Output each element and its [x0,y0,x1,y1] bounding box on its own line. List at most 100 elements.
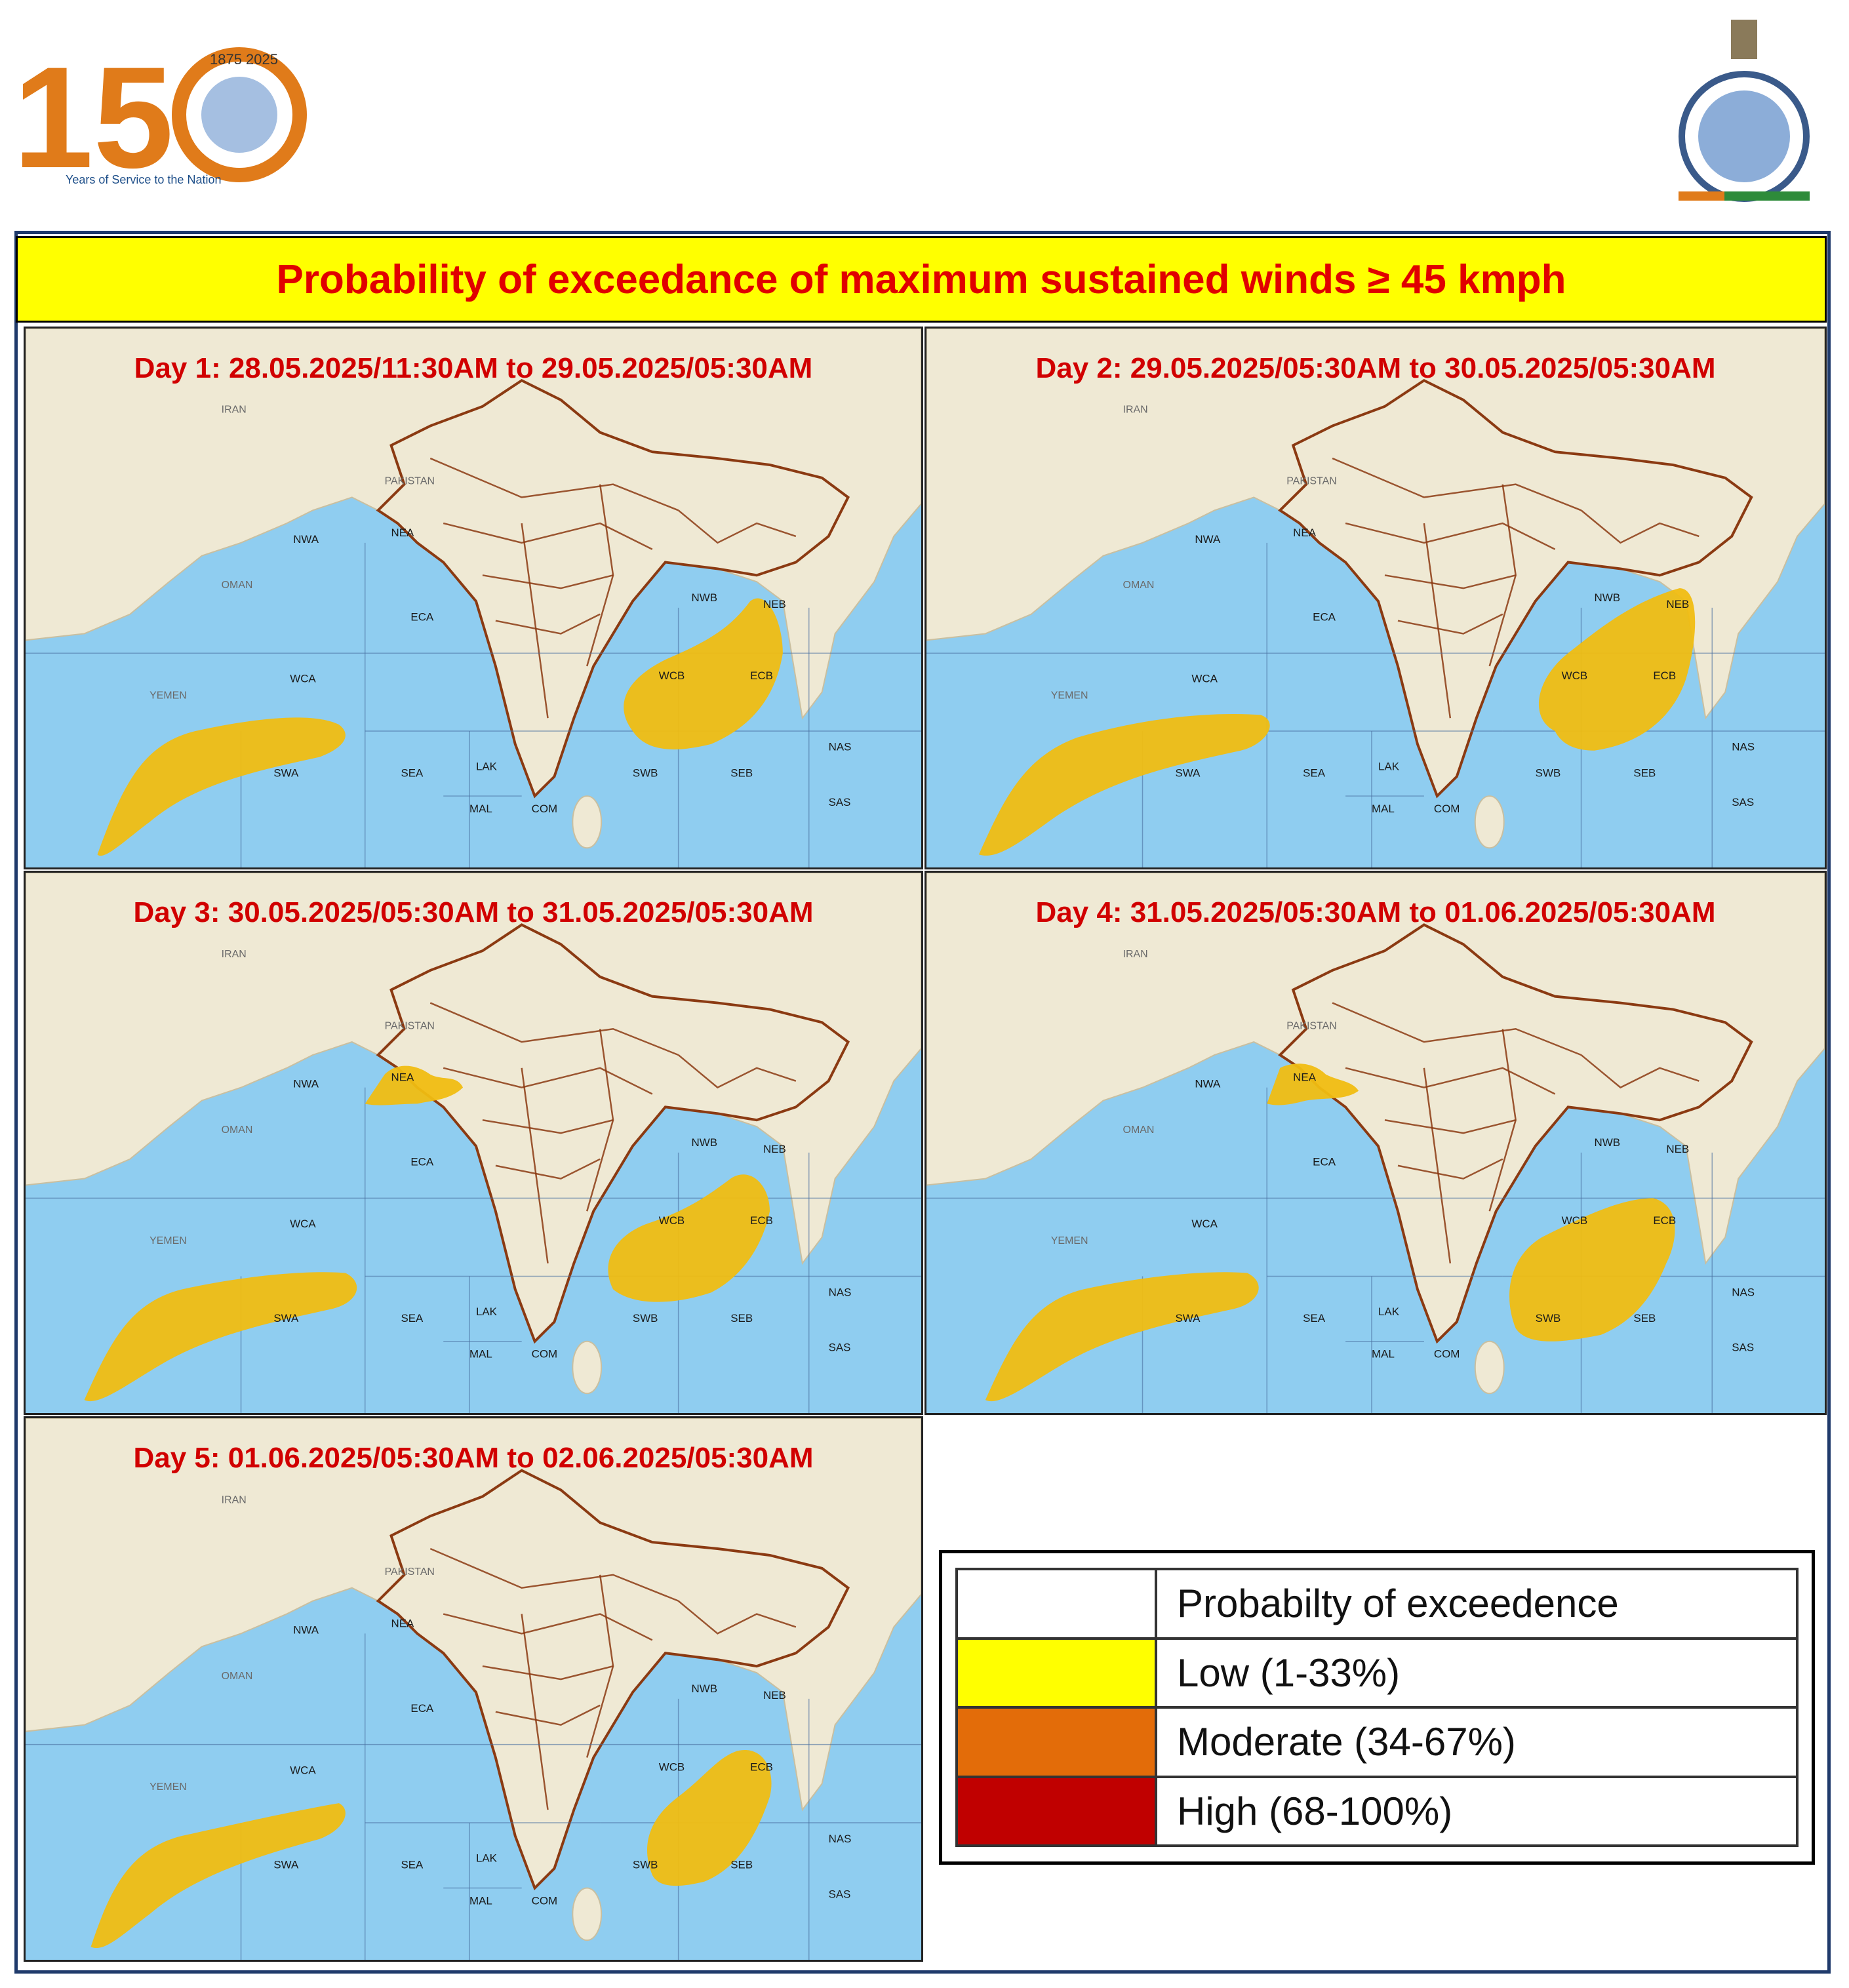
sri-lanka-island [1474,1340,1505,1395]
sea-region-label-nwb: NWB [692,591,717,604]
country-label: OMAN [1123,580,1155,591]
sea-region-label-lak: LAK [476,760,498,772]
sea-region-label-lak: LAK [476,1852,498,1865]
map-panel-day-5: IRAN PAKISTAN OMAN YEMEN NWA NEA ECA WCA SWA SEA L… [24,1416,923,1962]
sea-region-label-lak: LAK [476,1305,498,1318]
sri-lanka-island [572,795,603,849]
sea-region-label-ecb: ECB [1653,1214,1676,1227]
india-boundary [376,923,850,1344]
sea-region-label-ecb: ECB [750,669,773,682]
state-boundary [443,1613,653,1641]
country-label: IRAN [222,949,247,960]
sea-region-label-nwb: NWB [692,1682,717,1695]
warning-area [646,1749,772,1886]
sea-region-label-nwa: NWA [293,533,319,546]
state-boundary [429,1547,679,1602]
sea-region-label-nwa: NWA [293,1623,319,1636]
country-label: IRAN [1123,949,1148,960]
sea-region-label-nwa: NWA [1195,533,1221,546]
sri-lanka-island [572,1887,603,1941]
state-boundary [429,1002,679,1056]
sea-region-label-mal: MAL [469,803,492,815]
state-boundary [1345,522,1556,550]
state-boundary [1580,509,1700,544]
sea-region-label-wcb: WCB [659,1214,685,1227]
sea-region-label-wca: WCA [290,1764,316,1776]
india-boundary [376,378,850,799]
sea-region-label-neb: NEB [763,1143,786,1155]
sea-region-label-neb: NEB [763,1689,786,1701]
state-boundary [1332,1002,1582,1056]
state-boundary [521,523,549,719]
sea-region-label-nas: NAS [829,741,852,753]
country-label: PAKISTAN [385,1566,435,1578]
legend-row-low: Low (1-33%) [955,1637,1799,1709]
state-boundary [677,1054,797,1089]
sea-region-label-sas: SAS [829,1342,851,1354]
sea-region-label-eca: ECA [410,611,434,624]
map-panel-day-2: IRAN PAKISTAN OMAN YEMEN NWA NEA ECA WCA SWA SEA L… [924,327,1827,869]
sea-region-label-nas: NAS [1732,741,1755,753]
sea-region-label-swa: SWA [1175,1312,1201,1324]
sea-region-label-sea: SEA [1303,766,1326,779]
day-label: Day 1: 28.05.2025/11:30AM to 29.05.2025/… [134,352,813,384]
legend-label-high: High (68-100%) [1155,1775,1799,1847]
state-boundary [1488,484,1517,667]
sea-region-label-wca: WCA [1191,1218,1218,1230]
state-boundary [1384,1119,1516,1134]
sea-region-label-neb: NEB [1666,598,1689,610]
imd-emblem-logo [1672,20,1816,203]
country-label: OMAN [222,1671,253,1682]
page-title: Probability of exceedance of maximum sus… [276,256,1566,302]
sea-region-label-ecb: ECB [750,1760,773,1773]
legend-swatch-low [955,1637,1157,1709]
legend-table: Probabilty of exceedence Low (1-33%) Mod… [955,1568,1799,1847]
state-boundary [586,1029,614,1212]
sea-region-label-com: COM [532,1894,557,1907]
sea-region-label-nwb: NWB [1595,591,1621,604]
sea-region-label-wca: WCA [290,1218,316,1230]
state-boundary [1580,1054,1700,1089]
sea-region-label-sas: SAS [1732,796,1754,808]
legend-header-swatch [955,1568,1157,1640]
warning-area [985,1272,1259,1402]
state-boundary [677,509,797,544]
sea-region-label-wcb: WCB [1562,1214,1588,1227]
sea-region-label-wcb: WCB [659,669,685,682]
india-boundary [1278,923,1753,1344]
country-label: IRAN [222,405,247,416]
sea-region-label-ecb: ECB [750,1214,773,1227]
country-label: OMAN [222,1124,253,1136]
map-svg: IRAN PAKISTAN OMAN YEMEN NWA NEA ECA WCA SWA SEA L… [26,873,921,1413]
map-panel-day-1: IRAN PAKISTAN OMAN YEMEN NWA NEA ECA WCA SWA SEA L… [24,327,923,869]
sea-region-label-neb: NEB [763,598,786,610]
country-label: YEMEN [149,1781,187,1793]
sea-region-label-nea: NEA [1293,1071,1317,1084]
sea-region-label-eca: ECA [410,1702,433,1715]
warning-area [608,1174,770,1302]
state-boundary [482,1119,614,1134]
sea-region-label-nea: NEA [391,1071,415,1084]
sea-region-label-lak: LAK [1378,1305,1400,1318]
sea-region-label-sea: SEA [401,766,424,779]
sea-region-label-swa: SWA [273,1859,299,1871]
sri-lanka-island [1474,795,1505,849]
country-label: IRAN [222,1494,247,1505]
india-boundary [376,1469,850,1891]
sea-region-label-mal: MAL [469,1348,492,1361]
sea-region-label-sea: SEA [401,1312,424,1324]
day-label: Day 2: 29.05.2025/05:30AM to 30.05.2025/… [1035,352,1716,384]
day-label: Day 4: 31.05.2025/05:30AM to 01.06.2025/… [1035,896,1716,928]
sea-region-label-nwb: NWB [1595,1136,1621,1149]
sea-region-label-neb: NEB [1666,1143,1689,1155]
country-label: OMAN [1123,1124,1155,1136]
state-boundary [1397,1158,1503,1180]
state-boundary [482,1665,614,1680]
warning-area [1267,1064,1359,1105]
warning-area [624,598,783,749]
day-label: Day 3: 30.05.2025/05:30AM to 31.05.2025/… [133,896,814,928]
sea-region-label-nas: NAS [829,1833,852,1845]
sea-region-label-swb: SWB [633,766,658,779]
sea-region-label-mal: MAL [1372,803,1395,815]
day-label: Day 5: 01.06.2025/05:30AM to 02.06.2025/… [133,1442,814,1474]
